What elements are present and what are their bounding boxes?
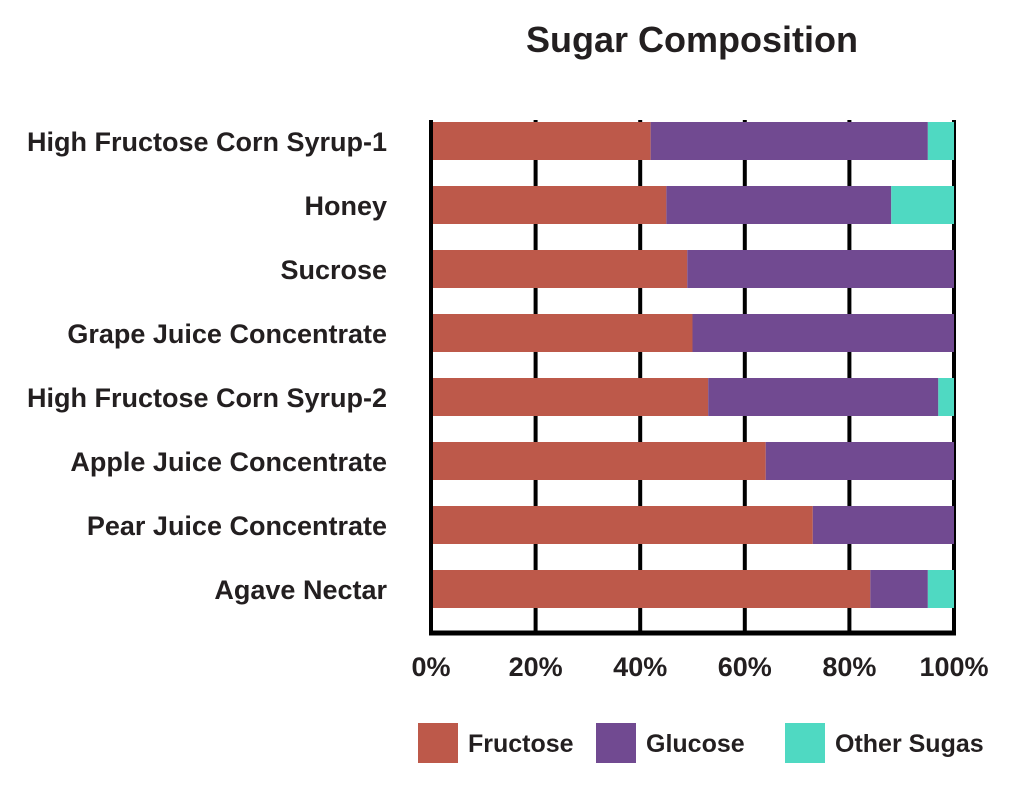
category-label: Sucrose [280,255,387,285]
bar-segment-fructose [431,442,766,480]
category-label: Apple Juice Concentrate [70,447,387,477]
legend-label: Glucose [646,730,745,758]
legend-swatch [596,723,636,763]
category-label: High Fructose Corn Syrup-2 [27,383,387,413]
bar-segment-glucose [708,378,939,416]
legend-swatch [785,723,825,763]
bar-segment-fructose [431,378,709,416]
bar-segment-fructose [431,250,688,288]
bar-segment-glucose [812,506,954,544]
legend-label: Other Sugas [835,730,984,758]
category-label: High Fructose Corn Syrup-1 [27,127,387,157]
chart-title: Sugar Composition [526,19,858,60]
legend-label: Fructose [468,730,574,758]
bar-segment-glucose [765,442,954,480]
category-label: Grape Juice Concentrate [67,319,387,349]
bar-segment-glucose [666,186,892,224]
bar-segment-other-sugas [927,122,954,160]
x-tick-label: 20% [509,652,563,682]
bar-segment-other-sugas [927,570,954,608]
category-label: Honey [304,191,387,221]
x-tick-label: 60% [718,652,772,682]
x-tick-label: 100% [919,652,988,682]
category-label: Agave Nectar [214,575,387,605]
bar-segment-other-sugas [938,378,954,416]
bar-segment-fructose [431,186,667,224]
bar-segment-glucose [687,250,954,288]
bar-segment-fructose [431,314,693,352]
bar-segment-glucose [870,570,928,608]
bar-segment-glucose [650,122,928,160]
category-label: Pear Juice Concentrate [87,511,387,541]
bar-segment-fructose [431,570,871,608]
x-tick-label: 80% [822,652,876,682]
x-tick-label: 0% [411,652,450,682]
x-tick-label: 40% [613,652,667,682]
bar-segment-other-sugas [891,186,954,224]
bar-segment-fructose [431,122,651,160]
bar-segment-fructose [431,506,813,544]
bar-segment-glucose [692,314,954,352]
legend-swatch [418,723,458,763]
